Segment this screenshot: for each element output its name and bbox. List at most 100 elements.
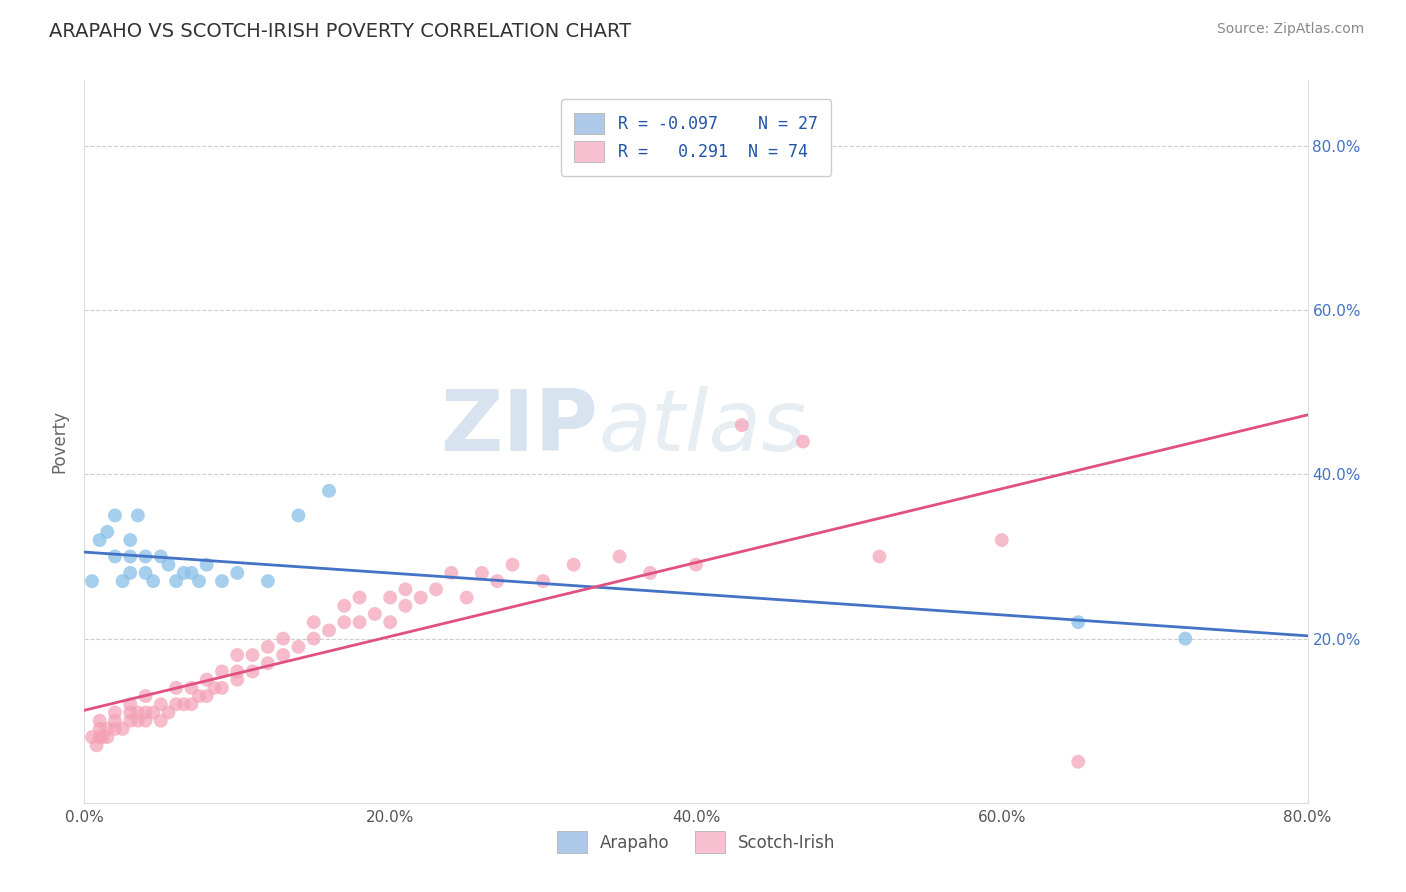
Point: [86, 739, 108, 753]
Point: [142, 574, 165, 588]
Point: [638, 566, 661, 580]
Point: [456, 591, 478, 605]
Point: [96, 722, 118, 736]
Point: [80, 574, 103, 588]
Point: [135, 566, 157, 580]
Point: [380, 591, 402, 605]
Point: [173, 566, 195, 580]
Point: [380, 615, 402, 630]
Y-axis label: Poverty: Poverty: [51, 410, 69, 473]
Text: ARAPAHO VS SCOTCH-IRISH POVERTY CORRELATION CHART: ARAPAHO VS SCOTCH-IRISH POVERTY CORRELAT…: [49, 22, 631, 41]
Point: [120, 698, 142, 712]
Point: [157, 706, 180, 720]
Point: [127, 714, 149, 728]
Point: [226, 648, 249, 662]
Point: [792, 434, 814, 449]
Point: [120, 566, 142, 580]
Point: [91, 730, 114, 744]
Point: [226, 566, 249, 580]
Text: atlas: atlas: [598, 385, 806, 468]
Point: [211, 574, 233, 588]
Point: [104, 549, 127, 564]
Point: [180, 681, 202, 695]
Point: [127, 706, 149, 720]
Point: [149, 714, 172, 728]
Point: [180, 566, 202, 580]
Point: [562, 558, 585, 572]
Point: [242, 648, 264, 662]
Point: [440, 566, 463, 580]
Point: [104, 714, 127, 728]
Point: [120, 549, 142, 564]
Point: [120, 533, 142, 547]
Point: [409, 591, 432, 605]
Point: [349, 591, 371, 605]
Point: [173, 698, 195, 712]
Point: [142, 706, 165, 720]
Point: [257, 657, 280, 671]
Point: [135, 706, 157, 720]
Point: [180, 698, 202, 712]
Point: [89, 722, 111, 736]
Point: [425, 582, 447, 597]
Point: [318, 483, 340, 498]
Point: [96, 524, 118, 539]
Point: [257, 640, 280, 654]
Point: [165, 574, 187, 588]
Point: [195, 689, 218, 703]
Point: [135, 714, 157, 728]
Point: [104, 706, 127, 720]
Point: [149, 549, 172, 564]
Point: [135, 689, 157, 703]
Point: [302, 632, 325, 646]
Point: [111, 574, 134, 588]
Point: [394, 599, 416, 613]
Text: ZIP: ZIP: [440, 385, 598, 468]
Point: [609, 549, 631, 564]
Point: [135, 549, 157, 564]
Point: [188, 574, 211, 588]
Point: [257, 574, 280, 588]
Point: [333, 599, 356, 613]
Point: [157, 558, 180, 572]
Point: [226, 665, 249, 679]
Point: [211, 665, 233, 679]
Point: [471, 566, 494, 580]
Point: [302, 615, 325, 630]
Point: [991, 533, 1014, 547]
Point: [349, 615, 371, 630]
Point: [685, 558, 707, 572]
Point: [271, 648, 294, 662]
Point: [502, 558, 524, 572]
Point: [89, 533, 111, 547]
Point: [394, 582, 416, 597]
Point: [165, 681, 187, 695]
Point: [226, 673, 249, 687]
Point: [318, 624, 340, 638]
Point: [80, 730, 103, 744]
Legend: Arapaho, Scotch-Irish: Arapaho, Scotch-Irish: [550, 825, 842, 860]
Point: [120, 706, 142, 720]
Point: [188, 689, 211, 703]
Point: [195, 558, 218, 572]
Point: [1067, 615, 1090, 630]
Point: [242, 665, 264, 679]
Point: [211, 681, 233, 695]
Point: [1067, 755, 1090, 769]
Point: [195, 673, 218, 687]
Point: [287, 640, 309, 654]
Point: [89, 714, 111, 728]
Point: [104, 722, 127, 736]
Point: [333, 615, 356, 630]
Point: [96, 730, 118, 744]
Point: [202, 681, 225, 695]
Point: [165, 698, 187, 712]
Point: [120, 714, 142, 728]
Point: [731, 418, 754, 433]
Point: [111, 722, 134, 736]
Point: [364, 607, 387, 621]
Point: [1174, 632, 1197, 646]
Point: [127, 508, 149, 523]
Text: Source: ZipAtlas.com: Source: ZipAtlas.com: [1216, 22, 1364, 37]
Point: [149, 698, 172, 712]
